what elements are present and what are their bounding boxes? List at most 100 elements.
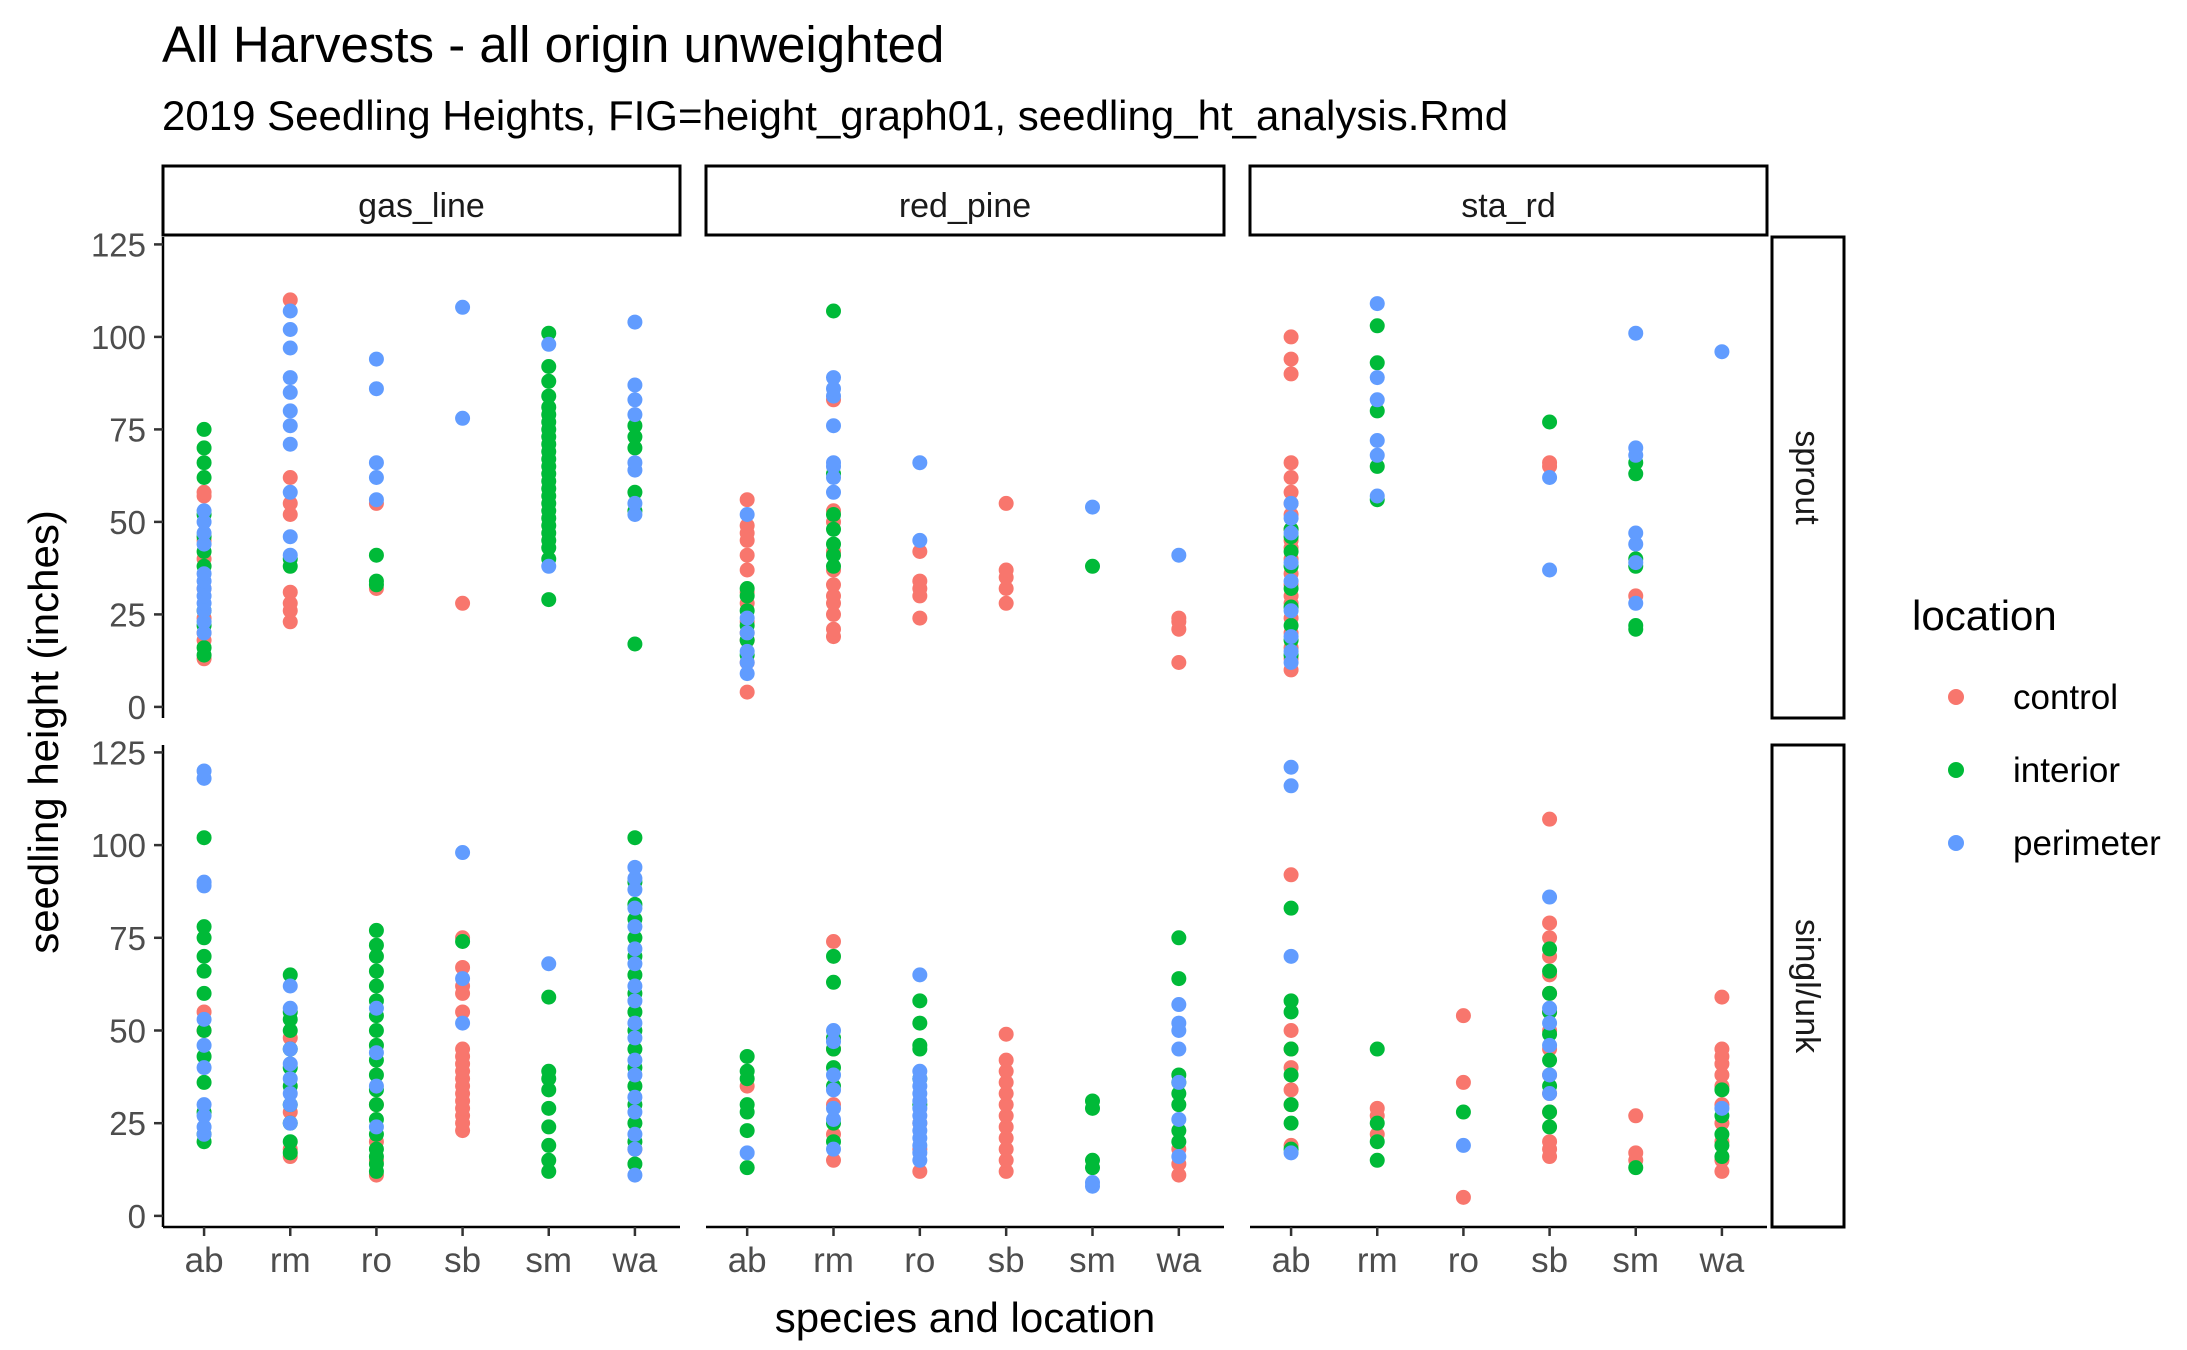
data-point — [1542, 915, 1558, 931]
data-point — [368, 948, 384, 964]
data-point — [1455, 1104, 1471, 1120]
data-point — [196, 1048, 212, 1064]
data-point — [1455, 1074, 1471, 1090]
data-point — [1714, 1041, 1730, 1057]
data-point — [282, 595, 298, 611]
data-point — [282, 436, 298, 452]
y-tick-label: 25 — [109, 596, 146, 633]
data-point — [282, 322, 298, 337]
data-point — [368, 351, 384, 367]
data-point — [1714, 1100, 1730, 1116]
x-tick-label: ab — [185, 1241, 224, 1280]
data-point — [1369, 296, 1385, 312]
data-point — [912, 573, 928, 589]
data-point — [739, 492, 755, 508]
data-point — [1369, 355, 1385, 371]
data-point — [368, 1022, 384, 1038]
data-point — [1628, 525, 1644, 541]
data-point — [282, 418, 298, 434]
data-point — [1542, 414, 1558, 430]
data-point — [282, 495, 298, 511]
data-point — [1628, 595, 1644, 611]
data-point — [1283, 329, 1299, 345]
data-point — [826, 1152, 841, 1168]
data-point — [1283, 555, 1299, 571]
chart-subtitle: 2019 Seedling Heights, FIG=height_graph0… — [162, 92, 1508, 139]
data-point — [1628, 1145, 1644, 1161]
data-point — [282, 1134, 298, 1150]
data-point — [196, 763, 212, 779]
data-point — [282, 370, 298, 386]
data-point — [196, 874, 212, 890]
facet-row-strip-label: sprout — [1788, 430, 1826, 525]
data-point — [282, 1022, 298, 1038]
data-point — [368, 1097, 384, 1113]
data-point — [912, 610, 928, 626]
data-point — [1714, 1137, 1730, 1153]
data-point — [826, 521, 841, 537]
series-interior — [196, 303, 1730, 1179]
data-point — [196, 614, 212, 630]
data-point — [627, 870, 643, 886]
data-point — [739, 610, 755, 626]
data-point — [1628, 1108, 1644, 1124]
data-point — [455, 1015, 471, 1031]
data-point — [1085, 558, 1100, 574]
data-point — [1283, 510, 1299, 526]
data-point — [196, 1011, 212, 1027]
x-axis-label: species and location — [775, 1294, 1156, 1341]
y-tick-label: 25 — [109, 1105, 146, 1142]
data-point — [998, 1119, 1014, 1135]
data-point — [1542, 1000, 1558, 1016]
data-point — [282, 1000, 298, 1016]
data-point — [739, 581, 755, 596]
data-point — [739, 562, 755, 578]
data-point — [282, 1056, 298, 1072]
data-point — [196, 640, 212, 656]
data-point — [1283, 1115, 1299, 1131]
data-point — [1542, 941, 1558, 957]
data-point — [282, 484, 298, 500]
data-point — [998, 1163, 1014, 1179]
data-point — [1542, 1052, 1558, 1068]
data-point — [998, 1141, 1014, 1157]
data-point — [826, 558, 841, 574]
data-point — [1283, 484, 1299, 500]
data-point — [196, 919, 212, 935]
data-point — [1542, 562, 1558, 578]
data-point — [1283, 525, 1299, 541]
y-tick-label: 50 — [109, 1012, 146, 1049]
facet-strip-label: gas_line — [358, 187, 485, 225]
data-point — [368, 455, 384, 471]
data-point — [826, 536, 841, 552]
data-point — [1542, 1134, 1558, 1150]
data-point — [1714, 1163, 1730, 1179]
data-point — [368, 1000, 384, 1016]
data-point — [368, 978, 384, 994]
legend-label-control: control — [2013, 678, 2118, 717]
data-point — [196, 525, 212, 541]
data-point — [1542, 1119, 1558, 1135]
data-point — [1542, 889, 1558, 905]
data-point — [998, 1086, 1014, 1102]
y-tick-label: 50 — [109, 504, 146, 541]
data-point — [1283, 1145, 1299, 1161]
data-point — [1628, 536, 1644, 552]
data-point — [455, 1041, 471, 1057]
y-tick-label: 100 — [91, 319, 146, 356]
x-tick-label: ro — [1448, 1241, 1479, 1280]
data-point — [627, 859, 643, 875]
data-point — [1171, 1167, 1187, 1183]
data-point — [282, 384, 298, 400]
y-tick-label: 0 — [128, 1198, 146, 1235]
facet-strip-sta-rd — [1248, 164, 1769, 237]
data-point — [541, 336, 557, 352]
data-point — [627, 1089, 643, 1105]
data-point — [1171, 1086, 1187, 1102]
data-point — [455, 845, 471, 861]
data-point — [826, 1022, 841, 1038]
x-tick-label: ab — [728, 1241, 767, 1280]
data-point — [541, 558, 557, 574]
data-point — [1085, 1175, 1100, 1191]
